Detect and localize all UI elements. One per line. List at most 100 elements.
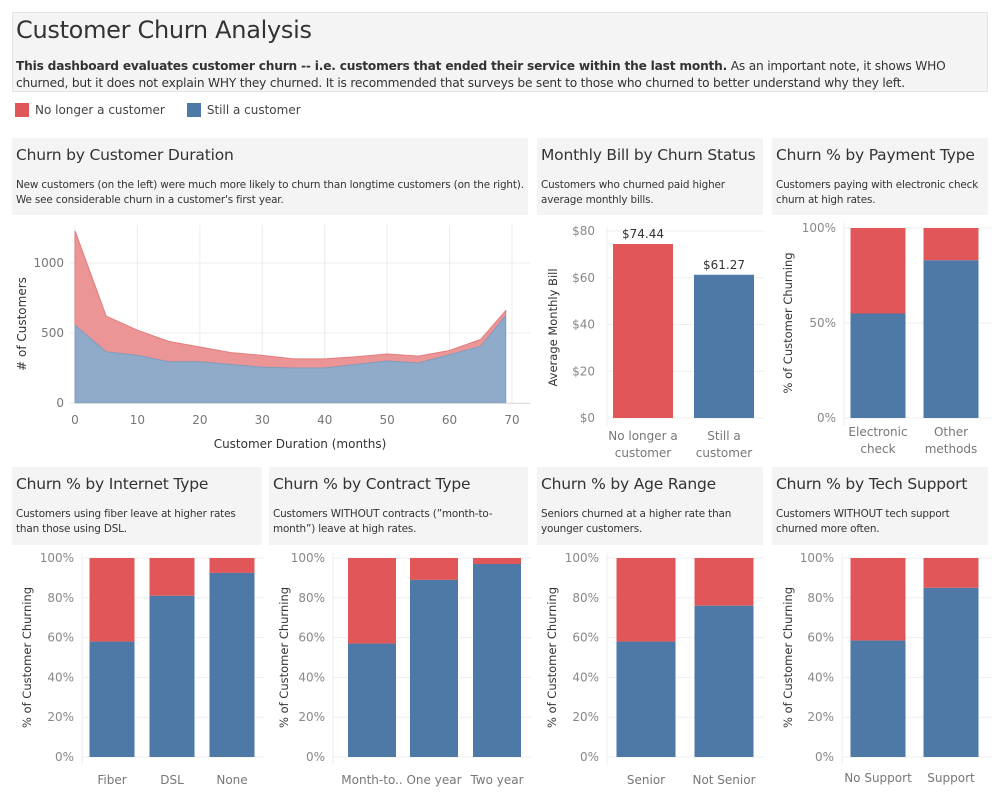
x-tick-label: 0 <box>71 413 79 427</box>
x-tick-label: 30 <box>255 413 270 427</box>
internet-subtitle: Customers using fiber leave at higher ra… <box>16 508 236 535</box>
x-tick-label: 20 <box>192 413 207 427</box>
contract-stacked-bar-chart[interactable]: 0% 20% 40% 60% 80% 100% Month-to.. One year Two … <box>269 545 531 795</box>
y-tick-label: 80% <box>807 591 834 605</box>
x-tick-label: 10 <box>130 413 145 427</box>
y-axis-title: % of Customer Churning <box>277 587 291 728</box>
tech-stacked-bar-chart[interactable]: 0% 20% 40% 60% 80% 100% No Support Support % of … <box>772 545 992 795</box>
age-title: Churn % by Age Range <box>541 475 716 493</box>
x-axis-title: Customer Duration (months) <box>214 437 387 451</box>
payment-panel-header: Churn % by Payment Type Customers paying… <box>772 138 988 215</box>
y-axis-title: % of Customer Churning <box>781 252 795 393</box>
bar-segment-retained <box>410 579 458 757</box>
age-subtitle: Seniors churned at a higher rate than yo… <box>541 508 732 535</box>
age-stacked-bar-chart[interactable]: 0% 20% 40% 60% 80% 100% Senior Not Senior % of C… <box>537 545 765 795</box>
y-axis-title: % of Customer Churning <box>781 587 795 728</box>
dashboard-header: Customer Churn Analysis This dashboard e… <box>12 12 988 92</box>
bar-segment-retained <box>149 595 195 757</box>
x-tick-label: 40 <box>317 413 332 427</box>
y-tick-label: 0 <box>56 396 64 410</box>
internet-stacked-bar-chart[interactable]: 0% 20% 40% 60% 80% 100% Fiber DSL None % of Custo… <box>12 545 264 795</box>
x-tick-label: Other <box>934 425 968 439</box>
y-tick-label: $0 <box>580 411 595 425</box>
legend-item-retained[interactable]: Still a customer <box>186 103 301 117</box>
legend-item-churned[interactable]: No longer a customer <box>15 103 165 117</box>
x-tick-label: None <box>216 773 247 787</box>
x-tick-label: 60 <box>442 413 457 427</box>
bill-title: Monthly Bill by Churn Status <box>541 146 756 164</box>
y-tick-label: 100% <box>802 221 836 235</box>
x-tick-label: Two year <box>469 773 523 787</box>
bar-segment-churned <box>149 558 195 596</box>
bill-bar-chart[interactable]: $0 $20 $40 $60 $80 $74.44 No longer a customer $… <box>537 215 765 460</box>
data-label: $61.27 <box>703 258 745 272</box>
duration-area-chart[interactable]: 0 500 1000 0 10 20 30 40 50 60 70 Customer Duration… <box>0 215 532 460</box>
retained-area <box>74 314 507 404</box>
bar-segment-churned <box>616 558 676 642</box>
y-tick-label: $80 <box>572 224 595 238</box>
y-tick-label: 60% <box>807 631 834 645</box>
duration-subtitle: New customers (on the left) were much mo… <box>16 179 524 206</box>
y-axis-title: % of Customer Churning <box>545 587 559 728</box>
x-tick-label: customer <box>615 446 672 460</box>
dashboard-description: This dashboard evaluates customer churn … <box>16 58 981 92</box>
bill-panel-header: Monthly Bill by Churn Status Customers w… <box>537 138 763 215</box>
y-tick-label: 60% <box>47 631 74 645</box>
y-tick-label: 80% <box>572 591 599 605</box>
y-tick-label: 0% <box>55 750 74 764</box>
bar <box>613 243 673 418</box>
contract-subtitle: Customers WITHOUT contracts (”month-to-m… <box>273 508 493 535</box>
page-title: Customer Churn Analysis <box>16 16 312 44</box>
x-tick-label: Support <box>927 771 975 785</box>
contract-title: Churn % by Contract Type <box>273 475 471 493</box>
bar-segment-churned <box>89 558 135 642</box>
x-tick-label: Still a <box>707 429 741 443</box>
payment-subtitle: Customers paying with electronic check c… <box>776 179 979 206</box>
payment-title: Churn % by Payment Type <box>776 146 975 164</box>
y-axis-title: Average Monthly Bill <box>546 268 560 386</box>
bar-segment-churned <box>850 558 906 641</box>
y-tick-label: 20% <box>572 710 599 724</box>
y-tick-label: 100% <box>565 551 599 565</box>
bar <box>694 274 754 418</box>
y-tick-label: 60% <box>572 631 599 645</box>
bar-segment-retained <box>473 563 521 757</box>
duration-title: Churn by Customer Duration <box>16 146 234 164</box>
churned-area <box>74 230 507 369</box>
y-tick-label: 0% <box>817 411 836 425</box>
y-tick-label: 500 <box>41 326 64 340</box>
bar-segment-churned <box>923 228 979 261</box>
internet-panel-header: Churn % by Internet Type Customers using… <box>12 467 262 545</box>
bar-segment-retained <box>348 643 396 757</box>
legend-swatch-retained <box>186 103 201 117</box>
y-tick-label: 0% <box>580 750 599 764</box>
bar-segment-retained <box>209 572 255 757</box>
tech-title: Churn % by Tech Support <box>776 475 968 493</box>
y-tick-label: 20% <box>47 710 74 724</box>
x-tick-label: DSL <box>160 773 184 787</box>
bar-segment-churned <box>348 558 396 644</box>
legend-label: Still a customer <box>206 103 301 117</box>
x-tick-label: Fiber <box>97 773 126 787</box>
age-panel-header: Churn % by Age Range Seniors churned at … <box>537 467 763 545</box>
y-tick-label: 40% <box>47 670 74 684</box>
y-tick-label: 80% <box>298 591 325 605</box>
bill-subtitle: Customers who churned paid higher averag… <box>541 179 725 206</box>
legend-label: No longer a customer <box>35 103 165 117</box>
bar-segment-retained <box>850 313 906 418</box>
bar-segment-retained <box>923 587 979 757</box>
bar-segment-churned <box>850 228 906 314</box>
y-tick-label: 20% <box>298 710 325 724</box>
bar-segment-churned <box>410 558 458 580</box>
y-tick-label: 40% <box>572 670 599 684</box>
y-tick-label: $60 <box>572 271 595 285</box>
x-tick-label: No Support <box>844 771 912 785</box>
payment-stacked-bar-chart[interactable]: 0% 50% 100% Electronic check Other methods % of… <box>772 215 992 460</box>
x-tick-label: methods <box>925 442 978 456</box>
y-tick-label: 100% <box>291 551 325 565</box>
y-tick-label: 100% <box>40 551 74 565</box>
bar-segment-retained <box>694 605 754 757</box>
x-tick-label: One year <box>406 773 461 787</box>
y-tick-label: 60% <box>298 631 325 645</box>
x-tick-label: check <box>860 442 895 456</box>
